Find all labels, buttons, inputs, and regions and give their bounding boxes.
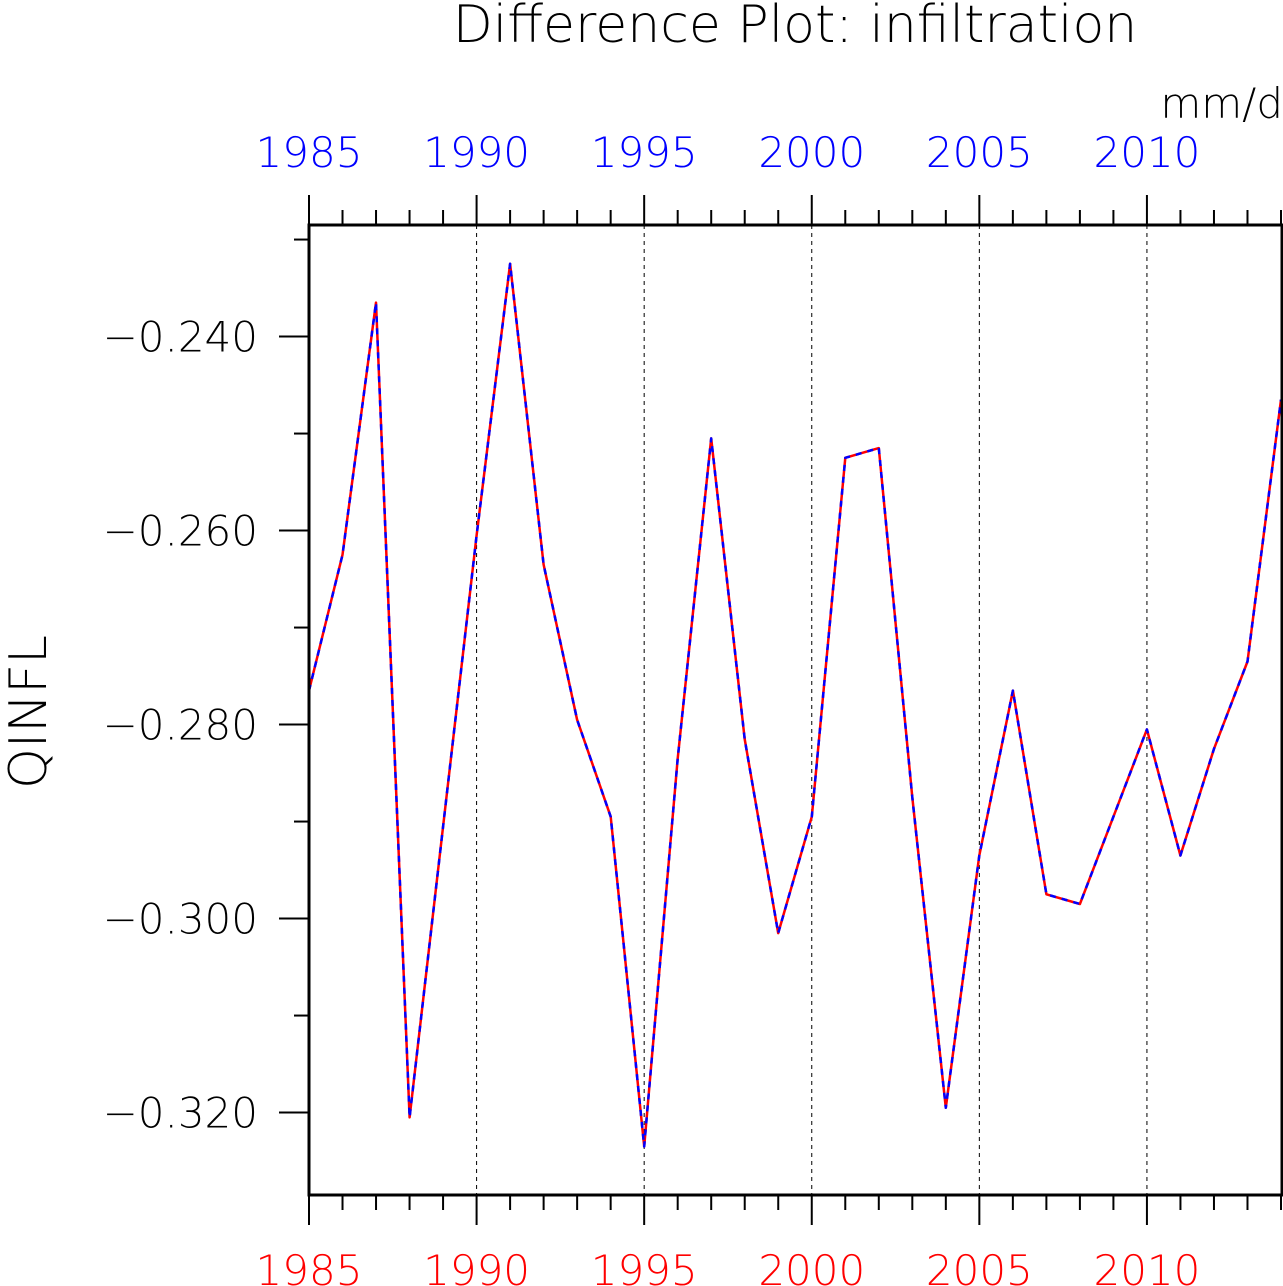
series-line-red [307,262,1283,1148]
top-x-tick-label: 2000 [758,128,865,177]
y-tick-label: −0.260 [103,507,258,556]
bottom-x-tick-label: 2000 [758,1246,865,1286]
data-lines [307,262,1283,1148]
top-x-tick-label: 1985 [256,128,363,177]
bottom-x-tick-label: 2010 [1093,1246,1200,1286]
y-tick-label: −0.320 [103,1089,258,1138]
bottom-x-tick-label: 2005 [926,1246,1033,1286]
bottom-x-tick-label: 1995 [591,1246,698,1286]
top-x-tick-label: 2010 [1093,128,1200,177]
y-tick-label: −0.240 [103,313,258,362]
plot-frame [307,223,1283,1197]
series-line-blue [307,262,1283,1148]
top-x-tick-label: 1990 [423,128,530,177]
units-label: mm/d [1160,79,1283,128]
gridlines [476,225,1148,1195]
y-axis-label: QINFL [0,635,59,789]
bottom-x-tick-label: 1985 [256,1246,363,1286]
chart-title: Difference Plot: infiltration [453,0,1138,55]
top-x-tick-label: 1995 [591,128,698,177]
top-x-tick-label: 2005 [926,128,1033,177]
y-tick-label: −0.280 [103,701,258,750]
bottom-x-tick-label: 1990 [423,1246,530,1286]
y-tick-label: −0.300 [103,895,258,944]
tick-labels: −0.240 −0.260 −0.280 −0.300 −0.320 1985 1985 19… [103,128,1201,1286]
axis-ticks [279,195,1282,1225]
